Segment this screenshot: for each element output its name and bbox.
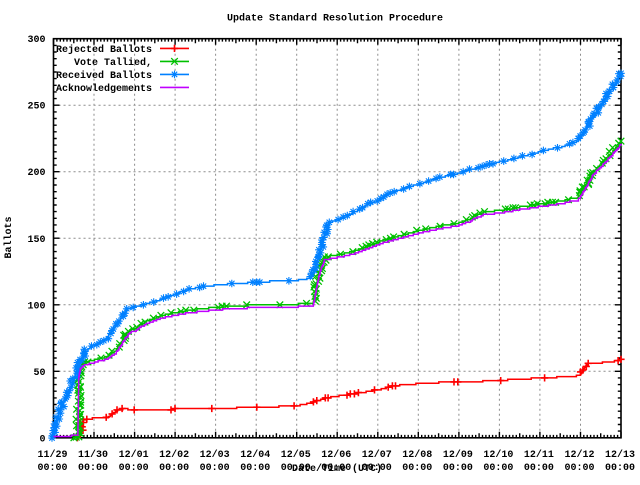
svg-text:12/08: 12/08 <box>402 449 432 461</box>
svg-text:0: 0 <box>39 434 45 445</box>
svg-text:12/07: 12/07 <box>362 449 392 461</box>
svg-text:00:00: 00:00 <box>37 463 67 474</box>
svg-text:Update Standard Resolution Pro: Update Standard Resolution Procedure <box>227 13 443 25</box>
svg-text:12/01: 12/01 <box>119 449 149 461</box>
svg-text:100: 100 <box>27 301 45 312</box>
svg-text:00:00: 00:00 <box>200 463 230 474</box>
svg-text:00:00: 00:00 <box>281 463 311 474</box>
svg-text:Vote Tallied,: Vote Tallied, <box>74 57 152 69</box>
svg-text:00:00: 00:00 <box>402 463 432 474</box>
svg-text:00:00: 00:00 <box>159 463 189 474</box>
svg-text:300: 300 <box>27 35 45 46</box>
svg-text:12/04: 12/04 <box>240 449 270 461</box>
svg-text:250: 250 <box>27 102 45 113</box>
svg-text:00:00: 00:00 <box>605 463 635 474</box>
svg-text:00:00: 00:00 <box>321 463 351 474</box>
svg-text:12/06: 12/06 <box>321 449 351 461</box>
svg-text:00:00: 00:00 <box>564 463 594 474</box>
svg-text:Rejected Ballots: Rejected Ballots <box>56 44 152 56</box>
svg-text:Acknowledgements: Acknowledgements <box>56 83 152 95</box>
svg-text:200: 200 <box>27 168 45 179</box>
svg-text:12/10: 12/10 <box>483 449 513 461</box>
svg-text:12/11: 12/11 <box>524 449 554 461</box>
svg-text:00:00: 00:00 <box>362 463 392 474</box>
svg-text:12/05: 12/05 <box>281 449 311 461</box>
svg-text:50: 50 <box>33 368 45 379</box>
svg-text:12/02: 12/02 <box>159 449 189 461</box>
svg-text:00:00: 00:00 <box>240 463 270 474</box>
svg-text:12/09: 12/09 <box>443 449 473 461</box>
svg-text:12/12: 12/12 <box>564 449 594 461</box>
svg-text:Received Ballots: Received Ballots <box>56 70 152 82</box>
svg-text:150: 150 <box>27 235 45 246</box>
svg-text:00:00: 00:00 <box>119 463 149 474</box>
svg-text:Ballots: Ballots <box>3 216 15 258</box>
svg-text:11/30: 11/30 <box>78 449 108 461</box>
svg-text:00:00: 00:00 <box>78 463 108 474</box>
svg-text:11/29: 11/29 <box>37 449 67 461</box>
svg-text:00:00: 00:00 <box>483 463 513 474</box>
svg-text:12/03: 12/03 <box>200 449 230 461</box>
svg-text:00:00: 00:00 <box>524 463 554 474</box>
svg-text:Date/Time (UTC): Date/Time (UTC) <box>292 463 382 475</box>
svg-text:00:00: 00:00 <box>443 463 473 474</box>
svg-text:12/13: 12/13 <box>605 449 635 461</box>
